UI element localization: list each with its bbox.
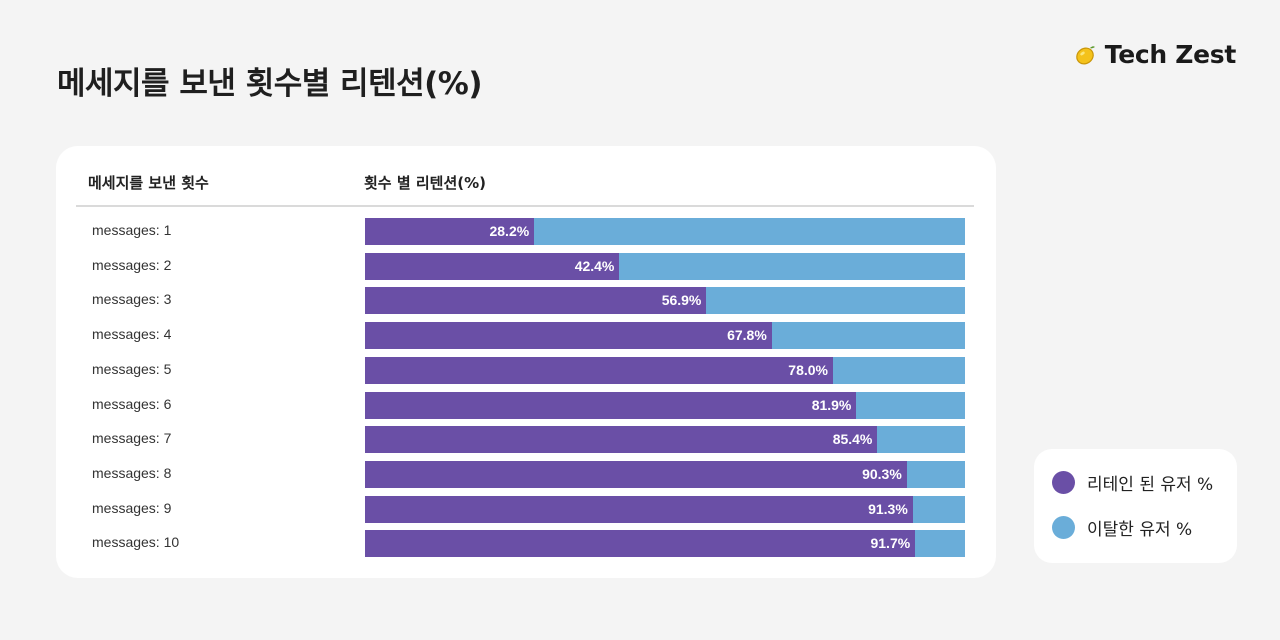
- table-row: messages: 9 91.3%: [56, 495, 996, 523]
- row-label: messages: 1: [92, 222, 172, 238]
- bar-churned: 81.9%: [365, 391, 965, 419]
- bar-churned: 91.3%: [365, 495, 965, 523]
- bar-churned: 56.9%: [365, 287, 965, 315]
- chart-legend: 리테인 된 유저 % 이탈한 유저 %: [1034, 449, 1237, 563]
- bar-value-label: 91.7%: [870, 535, 911, 552]
- table-row: messages: 4 67.8%: [56, 322, 996, 350]
- legend-swatch-churned: [1052, 516, 1075, 539]
- bar-retained: [365, 391, 857, 419]
- bar-churned: 91.7%: [365, 530, 965, 558]
- bar-churned: 78.0%: [365, 356, 965, 384]
- row-label: messages: 5: [92, 360, 172, 377]
- bar-retained: [365, 287, 707, 315]
- brand-logo: Tech Zest: [1073, 40, 1236, 69]
- bar-retained: [365, 252, 620, 280]
- row-label: messages: 8: [92, 464, 172, 481]
- bar-value-label: 56.9%: [661, 292, 702, 309]
- bar-value-label: 90.3%: [862, 465, 902, 482]
- table-row: messages: 8 90.3%: [56, 460, 996, 488]
- bar-retained: [365, 495, 913, 523]
- row-label: messages: 7: [92, 430, 172, 447]
- bar-churned: 67.8%: [365, 322, 965, 350]
- table-row: messages: 2 42.4%: [56, 252, 996, 280]
- table-row: messages: 1 28.2%: [56, 218, 996, 245]
- bar-retained: [365, 322, 772, 350]
- column-header-retention: 횟수 별 리텐션(%): [364, 174, 486, 192]
- legend-item-churned: 이탈한 유저 %: [1052, 515, 1192, 540]
- legend-label-retained: 리테인 된 유저 %: [1087, 475, 1214, 495]
- table-row: messages: 10 91.7%: [56, 530, 996, 558]
- bar-value-label: 91.3%: [868, 500, 908, 517]
- bar-retained: [365, 426, 878, 454]
- table-row: messages: 3 56.9%: [56, 287, 996, 315]
- bar-churned: 85.4%: [365, 426, 965, 454]
- bar-churned: 42.4%: [365, 252, 965, 280]
- bar-value-label: 28.2%: [489, 223, 530, 239]
- row-label: messages: 9: [92, 499, 172, 516]
- bar-churned: 28.2%: [365, 218, 965, 245]
- page-title: 메세지를 보낸 횟수별 리텐션(%): [57, 66, 483, 102]
- row-label: messages: 6: [92, 395, 172, 412]
- bar-value-label: 78.0%: [788, 361, 828, 378]
- bar-value-label: 81.9%: [811, 396, 852, 413]
- bar-churned: 90.3%: [365, 460, 965, 488]
- legend-item-retained: 리테인 된 유저 %: [1052, 470, 1213, 495]
- brand-name: Tech Zest: [1104, 40, 1237, 69]
- row-label: messages: 2: [92, 256, 172, 273]
- bar-retained: [365, 460, 907, 488]
- table-row: messages: 6 81.9%: [56, 391, 996, 419]
- header-divider: [76, 205, 974, 207]
- lemon-icon: [1075, 45, 1095, 64]
- bar-value-label: 42.4%: [574, 257, 615, 274]
- row-label: messages: 3: [92, 291, 172, 308]
- bar-retained: [365, 530, 916, 558]
- table-row: messages: 5 78.0%: [56, 356, 996, 384]
- bar-value-label: 85.4%: [832, 431, 873, 448]
- retention-table-card: 메세지를 보낸 횟수 횟수 별 리텐션(%) messages: 1 28.2% m…: [56, 146, 996, 578]
- legend-label-churned: 이탈한 유저 %: [1087, 520, 1193, 540]
- bar-retained: [365, 356, 833, 384]
- bar-retained: [365, 218, 535, 245]
- column-header-message-count: 메세지를 보낸 횟수: [88, 174, 209, 192]
- row-label: messages: 4: [92, 326, 172, 343]
- legend-swatch-retained: [1052, 471, 1075, 494]
- bar-value-label: 67.8%: [727, 327, 767, 344]
- row-label: messages: 10: [92, 534, 180, 551]
- table-row: messages: 7 85.4%: [56, 426, 996, 454]
